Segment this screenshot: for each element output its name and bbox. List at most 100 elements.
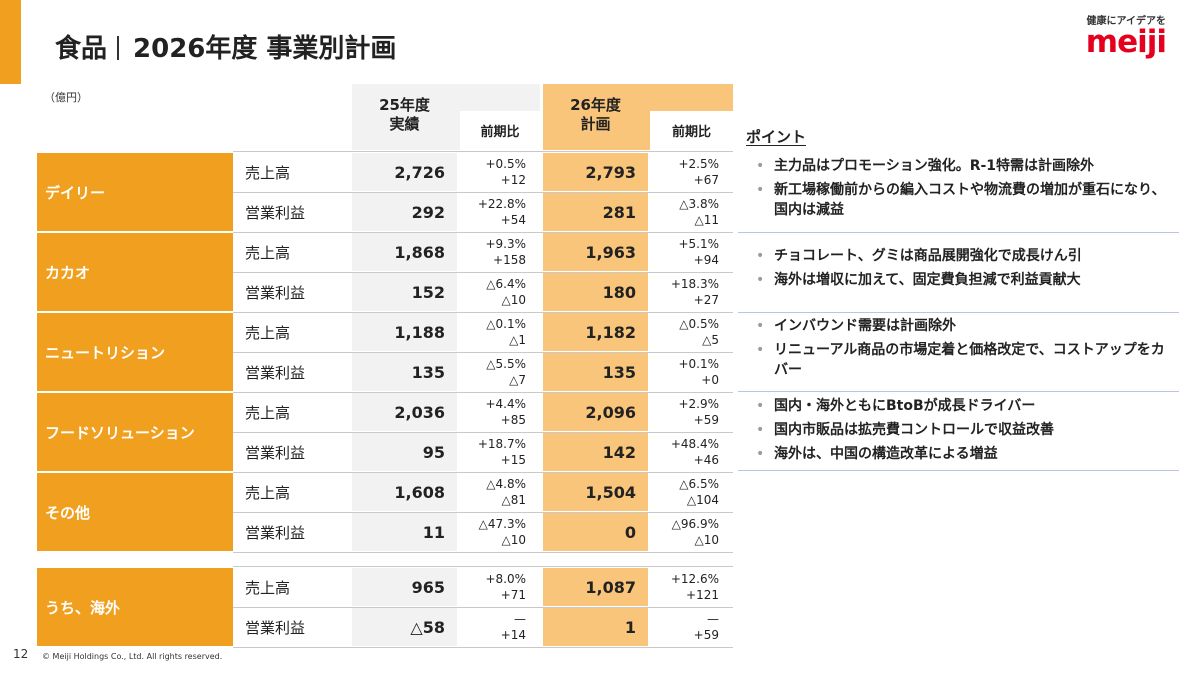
- yoy25-pct: —: [514, 612, 526, 626]
- point-item: インバウンド需要は計画除外: [756, 316, 1176, 336]
- fy26-header-line2: 計画: [580, 115, 611, 133]
- yoy26-abs: +0: [701, 373, 719, 387]
- yoy26-pct: +12.6%: [670, 572, 719, 586]
- row-divider: [233, 432, 733, 433]
- segment-label: ニュートリション: [37, 313, 233, 391]
- yoy25-change: △5.5% △7: [460, 353, 540, 391]
- yoy25-change: +9.3% +158: [460, 233, 540, 271]
- segment-label: カカオ: [37, 233, 233, 311]
- yoy26-abs: △104: [686, 493, 719, 507]
- fy25-value: 152: [352, 273, 457, 311]
- fy25-value: △58: [352, 608, 457, 646]
- row-label: 売上高: [245, 243, 291, 262]
- points-group: 主力品はプロモーション強化。R-1特需は計画除外新工場稼働前からの編入コストや物…: [756, 156, 1176, 224]
- fy25-value: 2,036: [352, 393, 457, 431]
- fy25-header-line1: 25年度: [379, 96, 430, 114]
- fy26-value: 1,087: [543, 568, 648, 606]
- fy25-header-line2: 実績: [389, 115, 420, 133]
- row-label: 売上高: [245, 403, 291, 422]
- fy25-value: 292: [352, 193, 457, 231]
- fy25-value: 1,188: [352, 313, 457, 351]
- yoy26-change: +5.1% +94: [650, 233, 733, 271]
- yoy26-pct: +48.4%: [670, 437, 719, 451]
- fy26-value: 281: [543, 193, 648, 231]
- points-divider: [738, 470, 1179, 471]
- yoy25-abs: △10: [501, 533, 527, 547]
- yoy25-abs: △10: [501, 293, 527, 307]
- yoy25-pct: +9.3%: [485, 237, 526, 251]
- yoy25-pct: △0.1%: [486, 317, 526, 331]
- fy26-header-line1: 26年度: [570, 96, 621, 114]
- yoy25-change: △0.1% △1: [460, 313, 540, 351]
- logo-mark: meiji: [1085, 24, 1167, 60]
- row-label: 営業利益: [245, 363, 306, 382]
- point-item: 海外は、中国の構造改革による増益: [756, 444, 1176, 464]
- yoy26-abs: +94: [693, 253, 719, 267]
- row-divider: [233, 192, 733, 193]
- header-split: [650, 111, 733, 150]
- row-divider: [233, 151, 733, 152]
- row-divider: [233, 272, 733, 273]
- row-divider: [233, 472, 733, 473]
- yoy25-abs: +12: [500, 173, 526, 187]
- segment-label: デイリー: [37, 153, 233, 231]
- yoy26-change: +2.9% +59: [650, 393, 733, 431]
- points-divider: [738, 232, 1179, 233]
- yoy25-abs: +54: [500, 213, 526, 227]
- yoy26-abs: △11: [694, 213, 720, 227]
- yoy26-abs: +59: [693, 413, 719, 427]
- row-label: 売上高: [245, 483, 291, 502]
- yoy25-header: 前期比: [480, 125, 520, 140]
- yoy26-pct: △6.5%: [679, 477, 719, 491]
- yoy26-change: △0.5% △5: [650, 313, 733, 351]
- yoy26-header: 前期比: [671, 125, 711, 140]
- row-label: 営業利益: [245, 523, 306, 542]
- yoy25-pct: +18.7%: [477, 437, 526, 451]
- logo-tagline: 健康にアイデアを: [1086, 16, 1167, 27]
- yoy26-pct: +18.3%: [670, 277, 719, 291]
- points-group: 国内・海外ともにBtoBが成長ドライバー国内市販品は拡売費コントロールで収益改善…: [756, 396, 1176, 468]
- point-item: 新工場稼働前からの編入コストや物流費の増加が重石になり、国内は減益: [756, 180, 1176, 220]
- yoy26-pct: +2.9%: [678, 397, 719, 411]
- yoy26-change: +0.1% +0: [650, 353, 733, 391]
- fy25-value: 1,868: [352, 233, 457, 271]
- row-label: 売上高: [245, 163, 291, 182]
- yoy26-change: +2.5% +67: [650, 153, 733, 191]
- yoy26-abs: △5: [702, 333, 719, 347]
- points-title: ポイント: [746, 128, 807, 146]
- points-group: チョコレート、グミは商品展開強化で成長けん引海外は増収に加えて、固定費負担減で利…: [756, 246, 1176, 294]
- yoy26-pct: △3.8%: [679, 197, 719, 211]
- points-divider: [738, 312, 1179, 313]
- fy26-value: 2,096: [543, 393, 648, 431]
- yoy25-abs: +15: [500, 453, 526, 467]
- fy26-value: 135: [543, 353, 648, 391]
- fy26-value: 1,504: [543, 473, 648, 511]
- yoy25-abs: +85: [500, 413, 526, 427]
- yoy25-abs: +158: [493, 253, 526, 267]
- yoy26-pct: +5.1%: [678, 237, 719, 251]
- fy26-value: 142: [543, 433, 648, 471]
- page-number: 12: [13, 647, 29, 661]
- yoy25-pct: △4.8%: [486, 477, 526, 491]
- fy25-value: 95: [352, 433, 457, 471]
- point-item: 国内・海外ともにBtoBが成長ドライバー: [756, 396, 1176, 416]
- point-item: 国内市販品は拡売費コントロールで収益改善: [756, 420, 1176, 440]
- fy25-value: 1,608: [352, 473, 457, 511]
- yoy25-change: △47.3% △10: [460, 513, 540, 551]
- yoy26-change: +48.4% +46: [650, 433, 733, 471]
- fy25-header: 25年度 実績: [352, 96, 457, 134]
- yoy26-abs: +59: [693, 628, 719, 642]
- point-item: 主力品はプロモーション強化。R-1特需は計画除外: [756, 156, 1176, 176]
- yoy25-pct: △47.3%: [478, 517, 526, 531]
- yoy25-change: +18.7% +15: [460, 433, 540, 471]
- yoy26-abs: △10: [694, 533, 720, 547]
- fy26-header: 26年度 計画: [543, 96, 648, 134]
- point-item: チョコレート、グミは商品展開強化で成長けん引: [756, 246, 1176, 266]
- fy25-value: 135: [352, 353, 457, 391]
- copyright: © Meiji Holdings Co., Ltd. All rights re…: [42, 652, 223, 661]
- yoy25-change: +8.0% +71: [460, 568, 540, 606]
- yoy25-pct: +4.4%: [485, 397, 526, 411]
- row-divider: [233, 312, 733, 313]
- yoy25-abs: △7: [509, 373, 526, 387]
- yoy25-change: △6.4% △10: [460, 273, 540, 311]
